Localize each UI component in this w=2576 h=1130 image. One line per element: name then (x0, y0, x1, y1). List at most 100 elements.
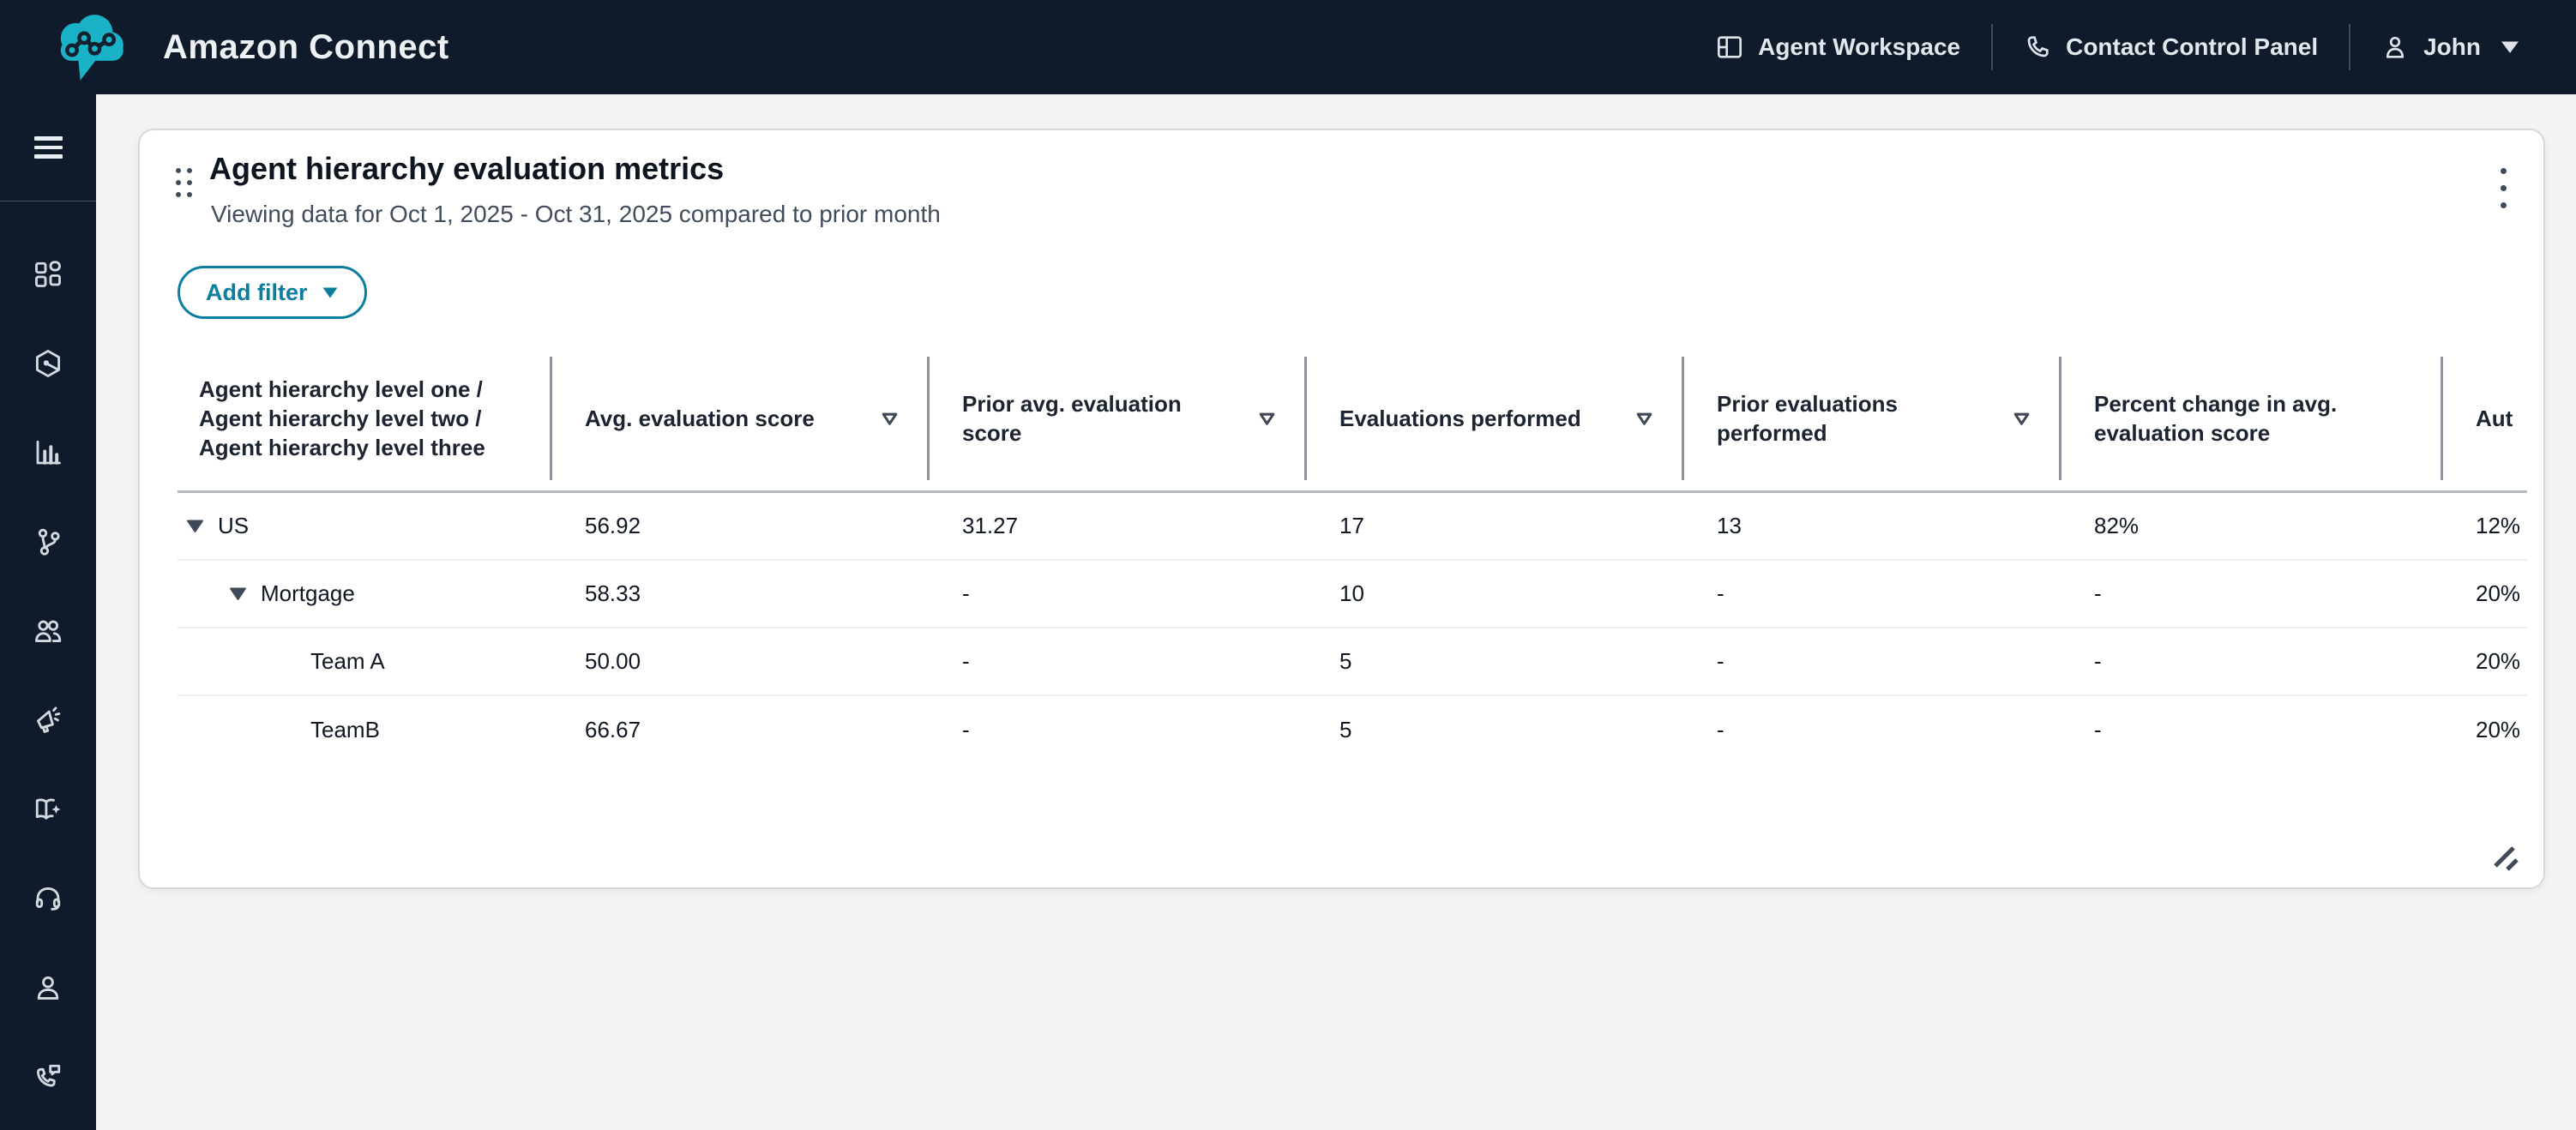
person-icon (2386, 36, 2404, 58)
chevron-down-icon (2501, 41, 2519, 53)
column-filter-button[interactable] (1258, 412, 1276, 426)
add-filter-label: Add filter (206, 279, 308, 305)
metric-cell: 82% (2094, 513, 2140, 538)
resize-handle-icon[interactable] (2489, 841, 2523, 875)
branch-icon (38, 528, 60, 556)
topnav: Agent Workspace Contact Control Panel Jo… (1685, 0, 2550, 94)
metric-cell: - (962, 717, 970, 742)
metric-cell: 56.92 (585, 513, 641, 538)
metric-cell: 10 (1339, 580, 1364, 606)
hierarchy-name: Team A (310, 648, 385, 674)
menu-icon[interactable] (0, 123, 96, 171)
metric-cell: 17 (1339, 513, 1364, 538)
metrics-table: Agent hierarchy level one / Agent hierar… (178, 346, 2527, 764)
table-row: Team A 50.00 - 5 - - 20% (178, 628, 2527, 696)
column-filter-button[interactable] (1635, 412, 1653, 426)
metric-cell: - (962, 580, 970, 606)
sidebar-item-contact[interactable] (17, 1046, 79, 1108)
workspace-icon (1718, 36, 1742, 58)
hierarchy-cell: Mortgage (178, 580, 551, 607)
sidebar-item-knowledge[interactable] (17, 778, 79, 840)
column-header-label: Aut (2476, 406, 2513, 431)
column-header: Avg. evaluation score (550, 346, 928, 490)
column-header-label: Avg. evaluation score (585, 406, 815, 431)
widget-subtitle: Viewing data for Oct 1, 2025 - Oct 31, 2… (211, 201, 941, 227)
sidebar-item-campaigns[interactable] (17, 689, 79, 751)
sidebar-item-packages[interactable] (17, 333, 79, 394)
headset-icon (35, 887, 61, 911)
metric-cell: 13 (1717, 513, 1742, 538)
metric-cell: 20% (2476, 717, 2521, 742)
sidebar-item-analytics[interactable] (17, 422, 79, 484)
sidebar-item-users[interactable] (17, 600, 79, 662)
metric-cell: 58.33 (585, 580, 641, 606)
table-row: TeamB 66.67 - 5 - - 20% (178, 696, 2527, 764)
apps-grid-icon (35, 261, 61, 287)
add-filter-button[interactable]: Add filter (178, 266, 367, 319)
nav-contact-control-panel[interactable]: Contact Control Panel (1993, 0, 2349, 94)
book-sparkle-icon (35, 798, 61, 820)
top-navigation-bar: Amazon Connect Agent Workspace Contact C… (0, 0, 2576, 94)
drag-handle-icon[interactable] (176, 168, 192, 197)
metric-cell: - (2094, 648, 2102, 674)
users-icon (35, 620, 62, 642)
bar-chart-icon (36, 440, 61, 465)
hexagon-node-icon (35, 350, 61, 377)
metric-cell: 5 (1339, 648, 1352, 674)
table-row: US 56.92 31.27 17 13 82% 12% (178, 493, 2527, 561)
column-filter-button[interactable] (2013, 412, 2031, 426)
filter-caret-icon (2013, 412, 2030, 425)
metric-cell: - (962, 648, 970, 674)
metrics-table-viewport: Agent hierarchy level one / Agent hierar… (178, 346, 2527, 764)
left-sidebar (0, 94, 96, 1130)
nav-agent-workspace[interactable]: Agent Workspace (1685, 0, 1991, 94)
column-header-label: Prior avg. evaluation score (962, 391, 1182, 446)
user-name: John (2423, 33, 2481, 60)
nav-label: Agent Workspace (1758, 33, 1961, 60)
metric-cell: 12% (2476, 513, 2521, 538)
column-header-label: Percent change in avg. evaluation score (2094, 391, 2338, 446)
divider (1991, 24, 1994, 70)
metric-cell: - (2094, 717, 2102, 742)
widget-title: Agent hierarchy evaluation metrics (209, 151, 725, 186)
brand-title: Amazon Connect (163, 27, 449, 66)
filter-caret-icon (1636, 412, 1652, 425)
metric-cell: 50.00 (585, 648, 641, 674)
filter-caret-icon (1259, 412, 1275, 425)
sidebar-icon-nav (0, 243, 96, 1108)
column-header-label: Evaluations performed (1339, 406, 1581, 431)
metric-cell: 20% (2476, 648, 2521, 674)
metric-cell: 5 (1339, 717, 1352, 742)
hierarchy-cell: Team A (178, 648, 551, 675)
column-header-label: Agent hierarchy level one / Agent hierar… (199, 376, 485, 460)
person-icon (37, 976, 59, 1000)
amazon-connect-logo-icon (60, 15, 123, 81)
sidebar-item-agent-tools[interactable] (17, 868, 79, 929)
metric-cell: - (2094, 580, 2102, 606)
column-filter-button[interactable] (881, 412, 899, 426)
metric-cell: 20% (2476, 580, 2521, 606)
sidebar-item-profile[interactable] (17, 957, 79, 1019)
expand-toggle-button[interactable] (229, 586, 247, 601)
metrics-widget-card: Agent hierarchy evaluation metrics Viewi… (138, 129, 2545, 889)
table-body: US 56.92 31.27 17 13 82% 12% Mortgage 58.33 - 10 -… (178, 493, 2527, 764)
sidebar-item-apps[interactable] (17, 243, 79, 305)
user-menu[interactable]: John (2350, 0, 2550, 94)
widget-menu-button[interactable] (2479, 159, 2527, 216)
expand-toggle-button[interactable] (186, 519, 204, 533)
filter-caret-icon (882, 412, 898, 425)
column-header: Percent change in avg. evaluation score (2059, 346, 2441, 490)
nav-label: Contact Control Panel (2066, 33, 2319, 60)
metric-cell: - (1717, 717, 1724, 742)
metric-cell: 31.27 (962, 513, 1019, 538)
hierarchy-name: US (218, 513, 250, 538)
divider (2349, 24, 2351, 70)
sidebar-item-flows[interactable] (17, 511, 79, 573)
column-header: Agent hierarchy level one / Agent hierar… (178, 346, 551, 490)
expand-caret-icon (187, 520, 203, 532)
expand-caret-icon (230, 587, 246, 600)
megaphone-icon (37, 706, 61, 733)
brand: Amazon Connect (53, 9, 449, 85)
metric-cell: - (1717, 580, 1724, 606)
hierarchy-name: TeamB (310, 717, 380, 742)
